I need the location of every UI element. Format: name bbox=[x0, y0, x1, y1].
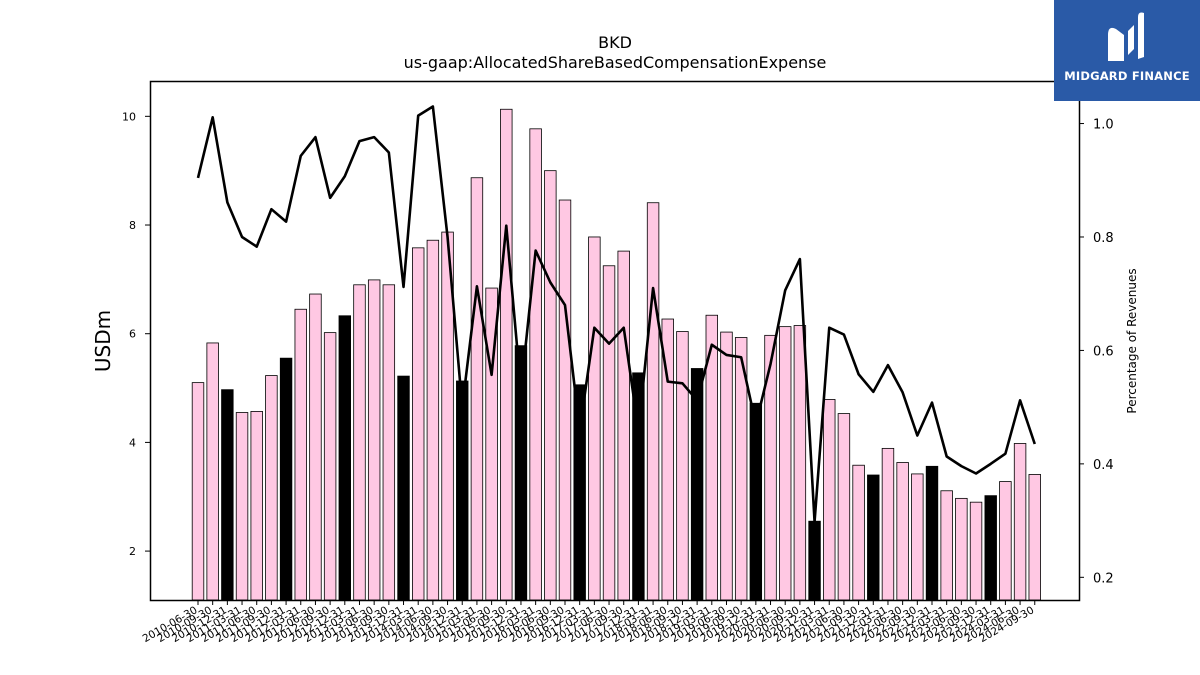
chart-subtitle: us-gaap:AllocatedShareBasedCompensationE… bbox=[404, 53, 827, 72]
bar bbox=[544, 170, 557, 601]
bar bbox=[323, 332, 337, 601]
bar bbox=[852, 464, 865, 601]
bar bbox=[279, 357, 293, 601]
bar bbox=[808, 520, 821, 601]
bar bbox=[764, 334, 777, 601]
bar bbox=[294, 308, 307, 601]
brand-logo: MIDGARD FINANCE bbox=[1054, 0, 1200, 101]
bar bbox=[940, 490, 953, 601]
plot-frame bbox=[149, 80, 1081, 602]
y2-axis-label: Percentage of Revenues bbox=[1125, 268, 1139, 413]
bar bbox=[558, 199, 572, 601]
bar bbox=[573, 384, 586, 601]
bar bbox=[925, 465, 939, 601]
bar bbox=[720, 331, 733, 601]
bar bbox=[309, 293, 322, 601]
bar bbox=[426, 239, 440, 601]
y-tick-label: 4 bbox=[129, 436, 136, 449]
bar bbox=[896, 462, 909, 601]
y-tick-label: 2 bbox=[129, 545, 136, 558]
chart-title: BKD bbox=[598, 33, 632, 52]
x-axis: 2010-06-302010-09-302010-12-312011-03-31… bbox=[141, 600, 1036, 645]
bar bbox=[646, 202, 660, 601]
y-axis-label: USDm bbox=[91, 310, 115, 372]
bar bbox=[779, 326, 792, 601]
bar bbox=[911, 473, 924, 601]
bar bbox=[984, 495, 997, 601]
bar bbox=[221, 389, 234, 601]
bar bbox=[1028, 474, 1041, 601]
ratio-line-group bbox=[196, 105, 1036, 524]
bar bbox=[382, 284, 396, 601]
y-tick-label: 6 bbox=[129, 328, 136, 341]
bar bbox=[881, 447, 895, 601]
bar bbox=[999, 481, 1012, 601]
y2-tick-label: 0.8 bbox=[1093, 231, 1114, 246]
bar bbox=[250, 411, 263, 601]
ratio-line bbox=[196, 105, 1036, 524]
bar bbox=[955, 497, 968, 601]
left-axis: 2 4 6 8 10 bbox=[122, 110, 150, 558]
bar bbox=[397, 375, 410, 601]
bar bbox=[793, 325, 807, 601]
bar bbox=[191, 382, 205, 601]
logo-mark-icon bbox=[1108, 12, 1144, 61]
bar bbox=[1013, 443, 1027, 601]
y-tick-label: 8 bbox=[129, 219, 136, 232]
y2-tick-label: 0.6 bbox=[1093, 344, 1114, 359]
bar bbox=[456, 380, 469, 601]
bar bbox=[676, 331, 689, 601]
bar bbox=[969, 501, 983, 601]
bar bbox=[500, 108, 513, 601]
y-tick-label: 10 bbox=[122, 110, 136, 123]
bar bbox=[235, 412, 249, 601]
bar bbox=[265, 375, 278, 601]
bars-group bbox=[191, 108, 1041, 601]
bar bbox=[617, 250, 630, 601]
y2-tick-label: 1.0 bbox=[1093, 118, 1114, 133]
bar bbox=[367, 279, 381, 601]
bar bbox=[690, 368, 704, 601]
y2-tick-label: 0.2 bbox=[1093, 571, 1114, 586]
bar bbox=[837, 413, 851, 601]
right-axis: 0.2 0.4 0.6 0.8 1.0 bbox=[1079, 118, 1114, 586]
bar bbox=[867, 474, 880, 601]
bar bbox=[338, 315, 352, 601]
bar bbox=[823, 399, 836, 601]
bar bbox=[470, 177, 484, 601]
logo-text: MIDGARD FINANCE bbox=[1064, 69, 1190, 83]
bar bbox=[529, 128, 542, 601]
y2-tick-label: 0.4 bbox=[1093, 458, 1114, 473]
bar bbox=[749, 402, 763, 601]
bar bbox=[206, 342, 219, 601]
bar bbox=[602, 265, 616, 601]
bar bbox=[353, 284, 366, 601]
bar bbox=[588, 236, 601, 601]
bar bbox=[411, 247, 425, 601]
